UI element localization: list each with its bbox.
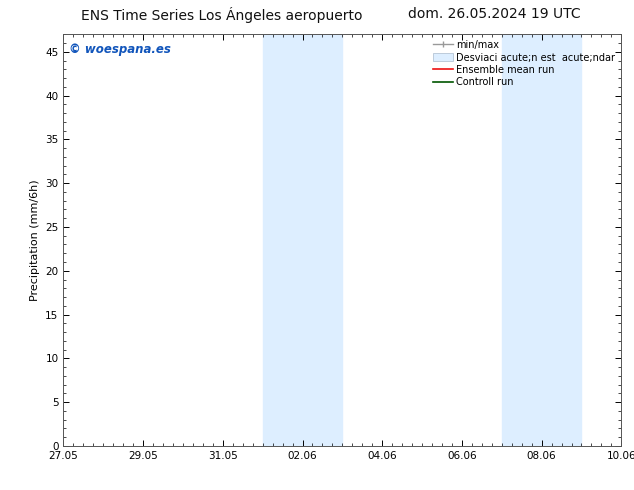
Bar xyxy=(262,34,342,446)
Bar xyxy=(501,34,581,446)
Text: ENS Time Series Los Ángeles aeropuerto: ENS Time Series Los Ángeles aeropuerto xyxy=(81,7,363,24)
Text: © woespana.es: © woespana.es xyxy=(69,43,171,55)
Text: dom. 26.05.2024 19 UTC: dom. 26.05.2024 19 UTC xyxy=(408,7,581,22)
Legend: min/max, Desviaci acute;n est  acute;ndar, Ensemble mean run, Controll run: min/max, Desviaci acute;n est acute;ndar… xyxy=(432,39,616,88)
Y-axis label: Precipitation (mm/6h): Precipitation (mm/6h) xyxy=(30,179,40,301)
